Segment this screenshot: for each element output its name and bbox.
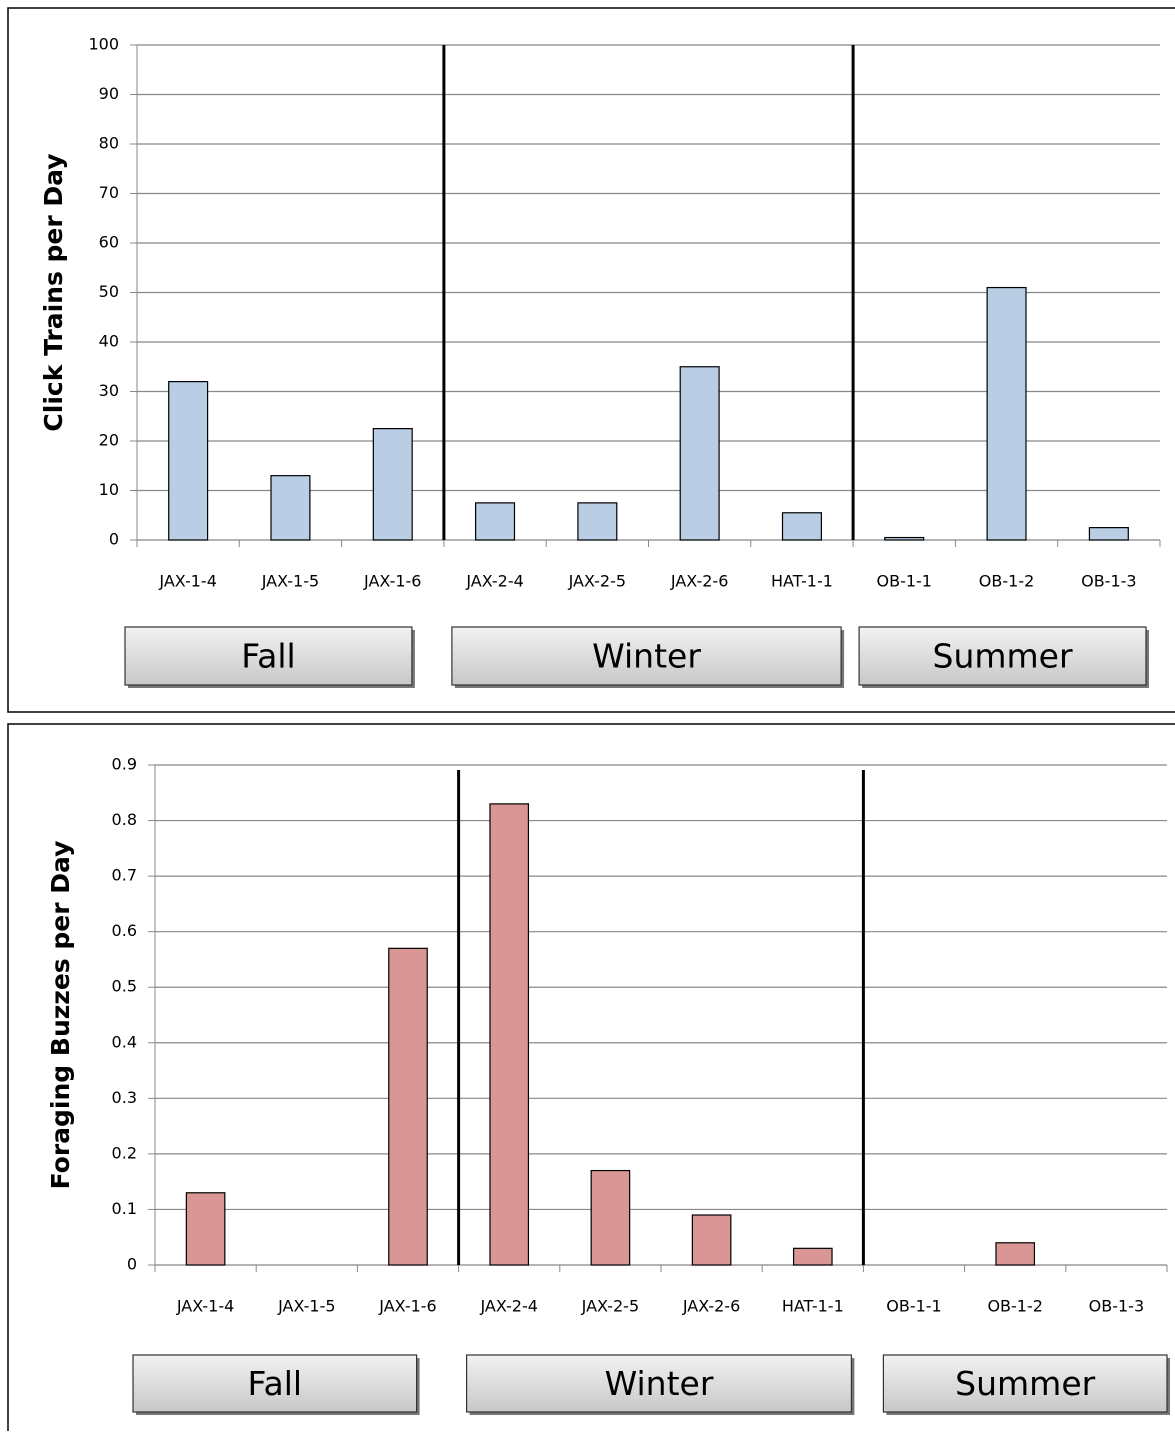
y-tick-label: 0.7 bbox=[112, 866, 137, 885]
bar bbox=[577, 502, 618, 541]
x-tick-label: JAX-1-6 bbox=[378, 1297, 436, 1316]
season-label: Fall bbox=[241, 637, 296, 676]
y-tick-label: 0.8 bbox=[112, 810, 137, 829]
bar bbox=[590, 1169, 631, 1266]
season-box bbox=[451, 626, 842, 686]
x-tick-label: JAX-1-4 bbox=[158, 572, 216, 591]
season-box bbox=[124, 626, 413, 686]
x-tick-label: JAX-1-6 bbox=[363, 572, 421, 591]
bar bbox=[679, 366, 720, 541]
y-axis-label: Click Trains per Day bbox=[39, 153, 68, 431]
y-tick-label: 0.9 bbox=[112, 755, 137, 774]
y-tick-label: 0 bbox=[109, 530, 119, 549]
x-tick-label: JAX-1-4 bbox=[176, 1297, 234, 1316]
y-tick-label: 10 bbox=[99, 480, 119, 499]
season-label: Summer bbox=[933, 637, 1073, 676]
y-tick-label: 0.6 bbox=[112, 921, 137, 940]
bar bbox=[185, 1192, 226, 1266]
panel-border bbox=[7, 723, 1175, 1435]
bar bbox=[1088, 527, 1129, 541]
x-tick-label: OB-1-1 bbox=[877, 572, 932, 591]
season-label: Summer bbox=[955, 1364, 1095, 1403]
season-box bbox=[858, 626, 1147, 686]
x-tick-label: JAX-2-6 bbox=[670, 572, 728, 591]
y-tick-label: 80 bbox=[99, 134, 119, 153]
bar bbox=[475, 502, 516, 541]
bar bbox=[168, 381, 209, 541]
panel-border bbox=[7, 7, 1175, 713]
x-tick-label: JAX-2-5 bbox=[568, 572, 626, 591]
season-label: Fall bbox=[248, 1364, 303, 1403]
y-tick-label: 0.4 bbox=[112, 1032, 137, 1051]
y-tick-label: 90 bbox=[99, 84, 119, 103]
season-box bbox=[882, 1354, 1168, 1413]
x-tick-label: JAX-2-6 bbox=[682, 1297, 740, 1316]
y-tick-label: 0.1 bbox=[112, 1199, 137, 1218]
y-tick-label: 50 bbox=[99, 282, 119, 301]
y-axis-label: Foraging Buzzes per Day bbox=[46, 841, 75, 1190]
bar bbox=[884, 536, 925, 541]
y-tick-label: 100 bbox=[88, 35, 119, 54]
x-tick-label: JAX-2-4 bbox=[479, 1297, 537, 1316]
x-tick-label: HAT-1-1 bbox=[782, 1297, 844, 1316]
y-tick-label: 0 bbox=[127, 1255, 137, 1274]
x-tick-label: OB-1-3 bbox=[1089, 1297, 1144, 1316]
season-label: Winter bbox=[605, 1364, 714, 1403]
bar bbox=[388, 947, 428, 1266]
y-tick-label: 70 bbox=[99, 183, 119, 202]
x-tick-label: OB-1-3 bbox=[1081, 572, 1136, 591]
season-box bbox=[132, 1354, 418, 1413]
bar bbox=[691, 1214, 732, 1266]
bar bbox=[489, 803, 530, 1266]
x-tick-label: HAT-1-1 bbox=[771, 572, 833, 591]
x-tick-label: OB-1-2 bbox=[987, 1297, 1042, 1316]
bar bbox=[792, 1247, 833, 1266]
x-tick-label: JAX-2-5 bbox=[581, 1297, 639, 1316]
x-tick-label: OB-1-2 bbox=[979, 572, 1034, 591]
bar bbox=[995, 1242, 1036, 1266]
season-label: Winter bbox=[592, 637, 701, 676]
y-tick-label: 0.5 bbox=[112, 977, 137, 996]
y-tick-label: 0.2 bbox=[112, 1143, 137, 1162]
bar bbox=[986, 286, 1027, 541]
bar bbox=[372, 428, 413, 541]
y-tick-label: 40 bbox=[99, 332, 119, 351]
bar bbox=[270, 475, 311, 541]
y-tick-label: 20 bbox=[99, 431, 119, 450]
x-tick-label: JAX-1-5 bbox=[277, 1297, 335, 1316]
bar bbox=[781, 512, 822, 541]
x-tick-label: JAX-2-4 bbox=[465, 572, 523, 591]
x-tick-label: JAX-1-5 bbox=[261, 572, 319, 591]
y-tick-label: 60 bbox=[99, 233, 119, 252]
season-box bbox=[466, 1354, 852, 1413]
x-tick-label: OB-1-1 bbox=[886, 1297, 941, 1316]
y-tick-label: 0.3 bbox=[112, 1088, 137, 1107]
y-tick-label: 30 bbox=[99, 381, 119, 400]
